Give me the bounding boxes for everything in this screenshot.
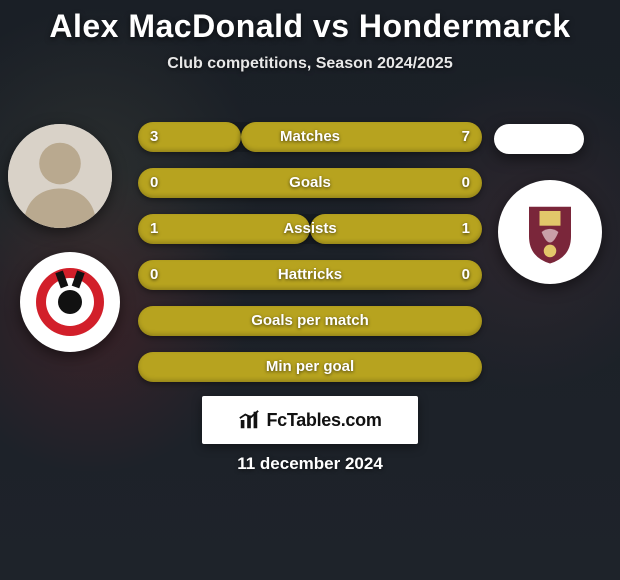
- stat-fill-right: [310, 214, 482, 244]
- stats-panel: Matches37Goals00Assists11Hattricks00Goal…: [138, 122, 482, 398]
- stat-value-right: 0: [462, 168, 470, 198]
- page-title: Alex MacDonald vs Hondermarck: [0, 0, 620, 45]
- stat-value-left: 0: [150, 260, 158, 290]
- comparison-card: Alex MacDonald vs Hondermarck Club compe…: [0, 0, 620, 580]
- club-right-crest: [498, 180, 602, 284]
- stat-fill-right: [241, 122, 482, 152]
- date-label: 11 december 2024: [0, 454, 620, 474]
- crest-right-icon: [508, 190, 592, 274]
- stat-row: Hattricks00: [138, 260, 482, 290]
- stat-fill-full: [138, 352, 482, 382]
- person-icon: [8, 124, 112, 228]
- club-left-crest: [20, 252, 120, 352]
- chart-icon: [238, 409, 260, 431]
- stat-value-right: 0: [462, 260, 470, 290]
- stat-fill-left: [138, 214, 310, 244]
- stat-value-right: 7: [462, 122, 470, 152]
- stat-value-left: 1: [150, 214, 158, 244]
- stat-fill-full: [138, 168, 482, 198]
- fctables-badge: FcTables.com: [202, 396, 418, 444]
- stat-row: Goals00: [138, 168, 482, 198]
- stat-value-left: 0: [150, 168, 158, 198]
- stat-fill-full: [138, 260, 482, 290]
- stat-row: Assists11: [138, 214, 482, 244]
- stat-row: Min per goal: [138, 352, 482, 382]
- stat-value-right: 1: [462, 214, 470, 244]
- player-right-avatar: [494, 124, 584, 154]
- stat-value-left: 3: [150, 122, 158, 152]
- page-subtitle: Club competitions, Season 2024/2025: [0, 55, 620, 73]
- stat-fill-full: [138, 306, 482, 336]
- player-left-avatar: [8, 124, 112, 228]
- fctables-text: FcTables.com: [266, 410, 381, 431]
- stat-row: Matches37: [138, 122, 482, 152]
- stat-row: Goals per match: [138, 306, 482, 336]
- crest-left-icon: [30, 262, 110, 342]
